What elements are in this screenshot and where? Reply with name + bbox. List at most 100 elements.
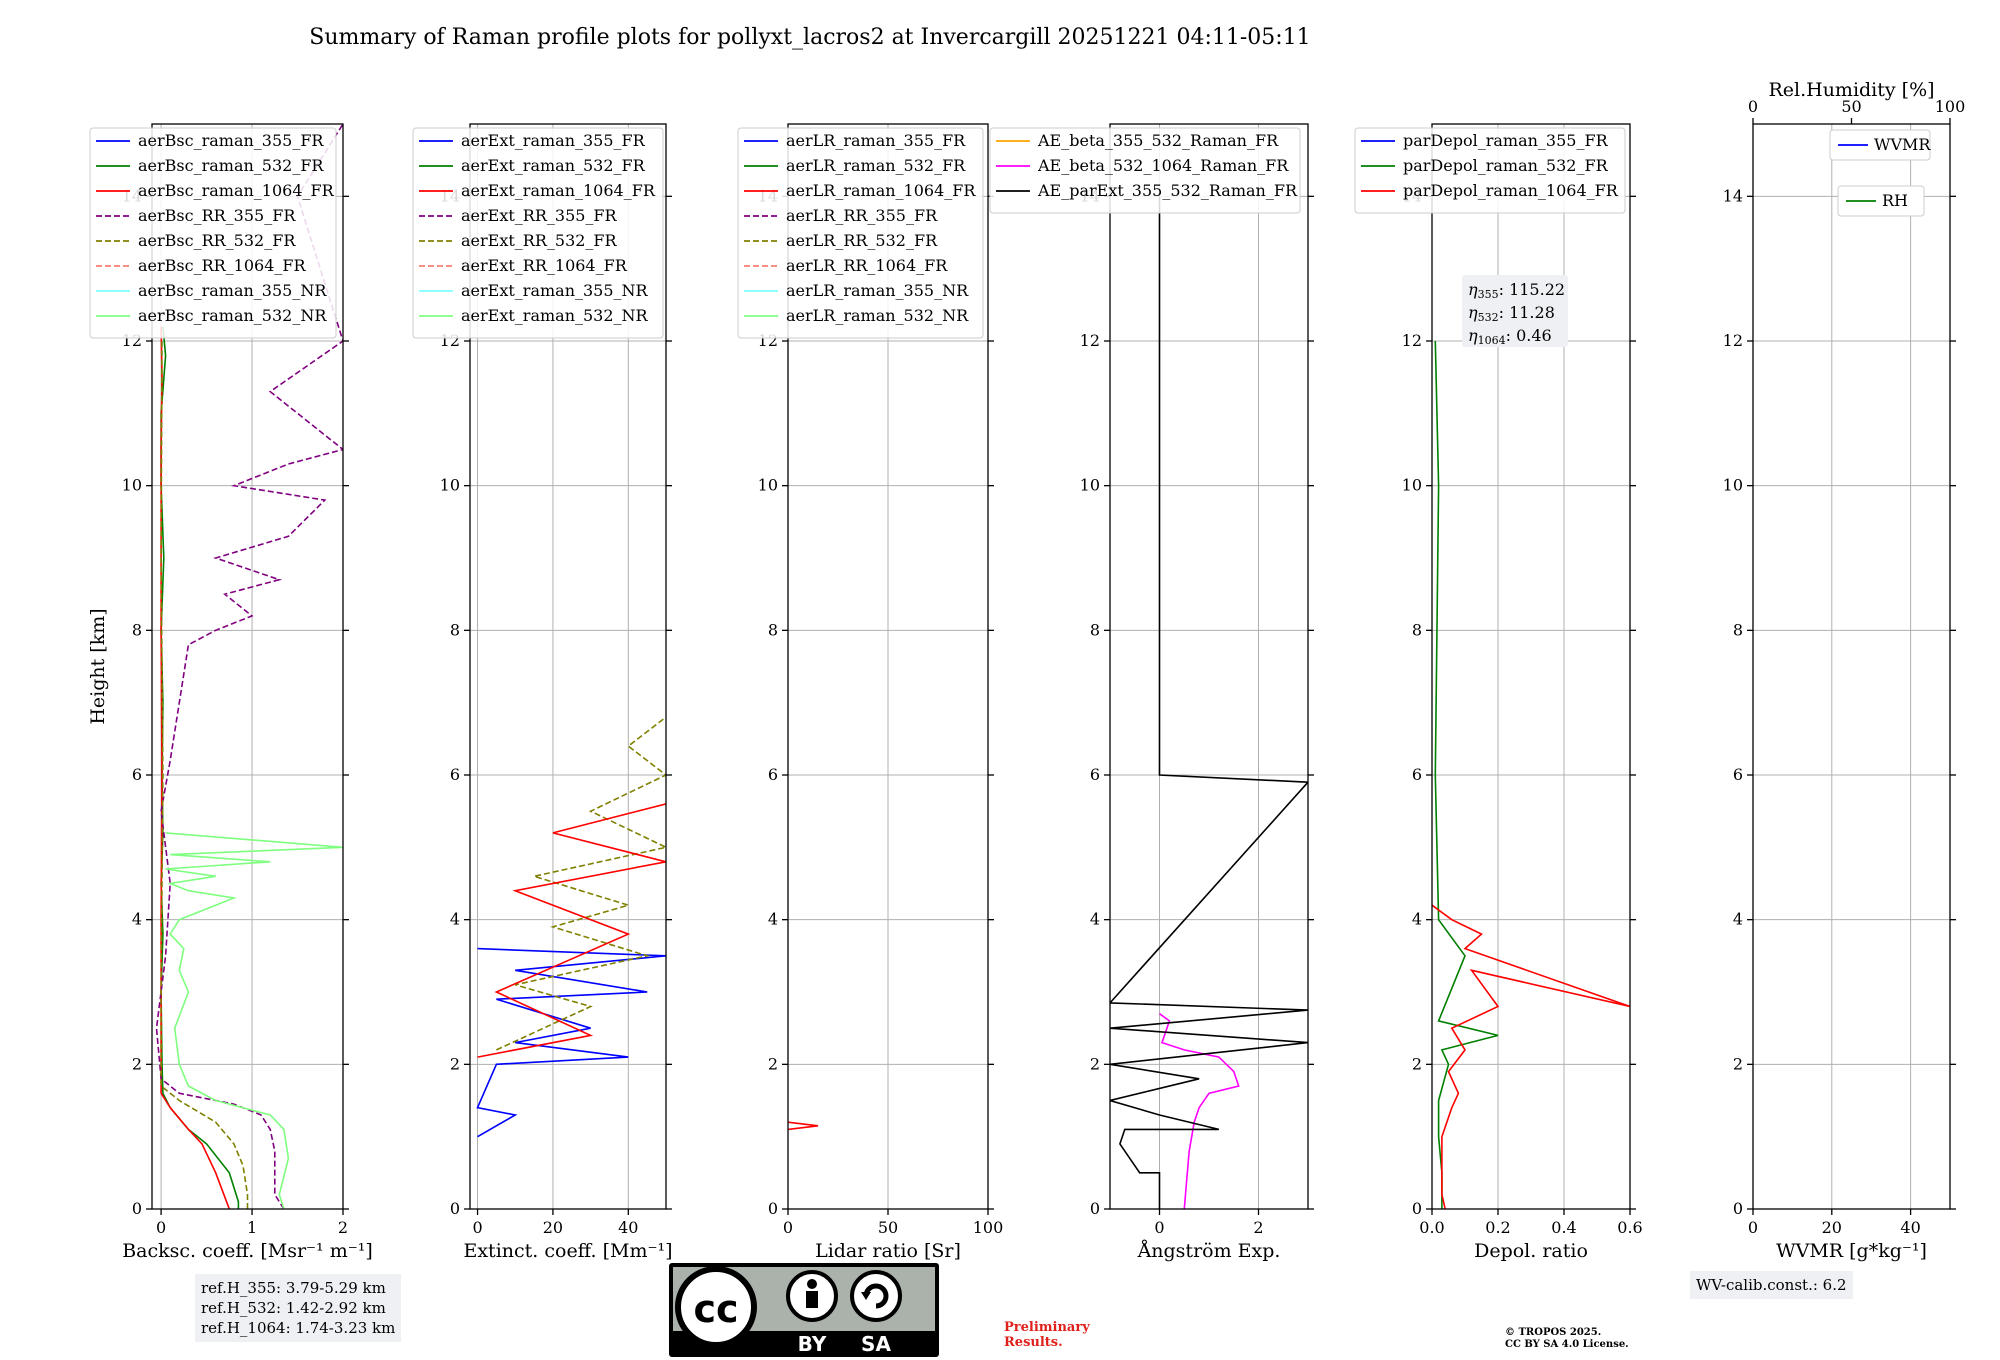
legend-box [1837,185,1925,217]
legend-label: aerLR_raman_532_NR [786,306,969,325]
eta-532: η532: 11.28 [1468,303,1555,324]
series-line-parDepol_raman_532_FR [1434,340,1499,1209]
series-group [1432,340,1630,1209]
axes-frame [1431,123,1631,1210]
x-tick-label: 2 [338,1218,348,1237]
top-x-axis-label: Rel.Humidity [%] [1768,79,1934,101]
top-x-tick-label: 100 [1935,97,1966,116]
legend-label: aerLR_RR_532_FR [786,231,938,250]
y-tick-label: 12 [1402,331,1422,350]
x-axis-label: WVMR [g*kg⁻¹] [1776,1240,1927,1262]
y-tick-label: 10 [1402,476,1422,495]
legend-label: parDepol_raman_355_FR [1403,131,1609,150]
y-tick-label: 10 [758,476,778,495]
legend-box [89,127,337,339]
legend-label: aerLR_RR_355_FR [786,206,938,225]
preliminary-results-note: Preliminary Results. [1004,1320,1090,1350]
axes-frame [1109,123,1309,1210]
y-tick-label: 8 [768,620,778,639]
top-x-tick-label: 50 [1841,97,1861,116]
x-axis-label: Backsc. coeff. [Msr⁻¹ m⁻¹] [122,1240,373,1262]
x-axis-label: Extinct. coeff. [Mm⁻¹] [463,1240,672,1262]
legend-label: aerExt_raman_355_FR [461,131,646,150]
legend-label: aerBsc_raman_532_FR [138,156,324,175]
y-tick-label: 8 [450,620,460,639]
x-axis-label: Depol. ratio [1474,1240,1588,1262]
y-axis-label: Height [km] [87,608,109,724]
x-tick-label: 0.6 [1617,1218,1642,1237]
copyright-note: © TROPOS 2025. CC BY SA 4.0 License. [1505,1327,1629,1350]
y-tick-label: 4 [450,910,460,929]
y-tick-label: 4 [1090,910,1100,929]
legend-label: aerBsc_raman_355_NR [138,281,327,300]
x-tick-label: 2 [1253,1218,1263,1237]
y-tick-label: 8 [1090,620,1100,639]
x-tick-label: 0 [1748,1218,1758,1237]
eta-1064: η1064: 0.46 [1468,326,1552,347]
axes-frame [151,123,344,1210]
legend-label: RH [1882,191,1908,210]
eta-355: η355: 115.22 [1468,280,1565,301]
y-tick-label: 0 [768,1199,778,1218]
y-tick-label: 6 [768,765,778,784]
x-tick-label: 50 [878,1218,898,1237]
legend-label: AE_parExt_355_532_Raman_FR [1037,181,1298,200]
legend-label: aerBsc_raman_355_FR [138,131,324,150]
y-tick-label: 10 [440,476,460,495]
legend-label: aerLR_RR_1064_FR [786,256,948,275]
x-tick-label: 100 [973,1218,1004,1237]
y-tick-label: 6 [1412,765,1422,784]
y-tick-label: 10 [1723,476,1743,495]
wv-calib-box: WV-calib.const.: 6.2 [1690,1271,1853,1299]
legend-label: aerLR_raman_355_NR [786,281,969,300]
x-tick-label: 40 [1900,1218,1920,1237]
x-tick-label: 0.0 [1419,1218,1444,1237]
y-tick-label: 2 [1090,1054,1100,1073]
legend-label: aerExt_raman_532_NR [461,306,649,325]
y-tick-label: 4 [768,910,778,929]
x-tick-label: 1 [247,1218,257,1237]
y-tick-label: 2 [1412,1054,1422,1073]
legend-label: aerLR_raman_355_FR [786,131,966,150]
series-line-aerExt_RR_532_FR [496,716,666,1051]
y-tick-label: 12 [1723,331,1743,350]
series-group [155,124,343,1209]
series-line-AE_beta_532_1064_Raman_FR [1159,1013,1240,1209]
legend-backscatter: aerBsc_raman_355_FR aerBsc_raman_532_FRae… [89,127,337,339]
legend-label: aerBsc_raman_532_NR [138,306,327,325]
panel-angstrom: 0202468101214Ångström Exp.AE_beta_355_53… [989,123,1314,1262]
x-tick-label: 0 [156,1218,166,1237]
legend-label: AE_beta_355_532_Raman_FR [1037,131,1279,150]
x-tick-label: 0 [783,1218,793,1237]
sa-share-icon [850,1270,902,1322]
legend-label: aerExt_raman_1064_FR [461,181,656,200]
x-tick-label: 20 [1822,1218,1842,1237]
x-tick-label: 0 [1154,1218,1164,1237]
series-line-parDepol_raman_1064_FR [1432,904,1630,1209]
y-tick-label: 4 [1412,910,1422,929]
y-tick-label: 6 [450,765,460,784]
legend-label: aerBsc_RR_532_FR [138,231,296,250]
y-tick-label: 14 [1723,186,1743,205]
legend-extinction: aerExt_raman_355_FR aerExt_raman_532_FRae… [412,127,664,339]
ref-h-532: ref.H_532: 1.42-2.92 km [201,1299,386,1317]
axes-frame [1752,123,1951,1210]
cc-icon [675,1266,757,1348]
legend-lidar_ratio: aerLR_raman_355_FR aerLR_raman_532_FR aerL… [737,127,984,339]
legend-box [1354,127,1626,214]
legend-label: parDepol_raman_1064_FR [1403,181,1619,200]
series-line-aerExt_raman_355_FR [476,947,666,1138]
y-tick-label: 4 [1733,910,1743,929]
legend-label: aerBsc_RR_1064_FR [138,256,307,275]
series-line-aerExt_raman_1064_FR [477,803,666,1058]
legend-label: aerExt_RR_355_FR [461,206,618,225]
y-tick-label: 0 [132,1199,142,1218]
legend-label: aerLR_raman_532_FR [786,156,966,175]
y-tick-label: 2 [450,1054,460,1073]
series-group [788,1121,819,1131]
legend-label: aerExt_raman_532_FR [461,156,646,175]
x-axis-label: Lidar ratio [Sr] [815,1240,961,1262]
legend-label: aerBsc_RR_355_FR [138,206,296,225]
